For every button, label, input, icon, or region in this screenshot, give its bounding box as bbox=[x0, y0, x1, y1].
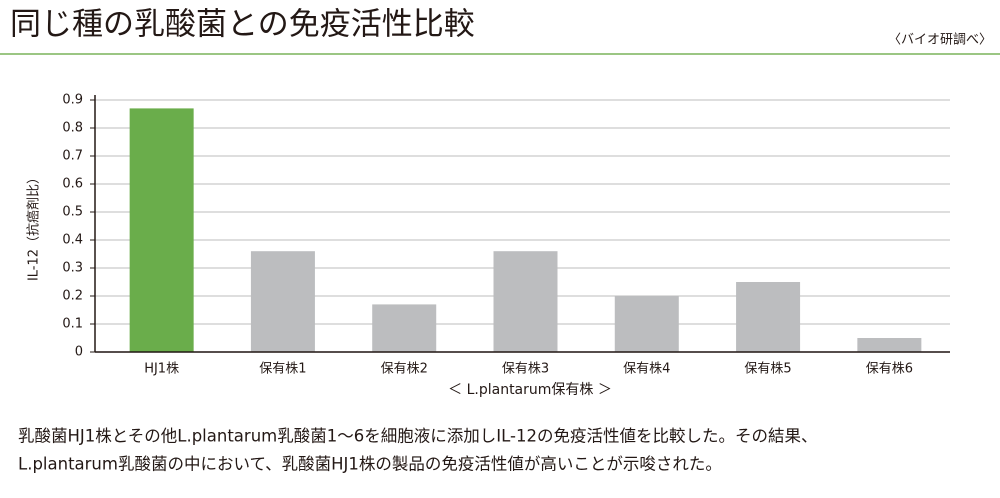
bar bbox=[250, 251, 315, 352]
bar bbox=[857, 338, 922, 352]
y-tick-label: 0.1 bbox=[62, 317, 83, 332]
y-tick-label: 0.6 bbox=[62, 177, 83, 192]
plot-area: 0 0.1 0.2 0.3 0.4 0.5 0.6 0.7 0.8 0.9 HJ1株 保有株1 保有株2… bbox=[62, 93, 950, 377]
caption-line: L.plantarum乳酸菌の中において、乳酸菌HJ1株の製品の免疫活性値が高い… bbox=[18, 455, 722, 474]
chart-title: 同じ種の乳酸菌との免疫活性比較 bbox=[10, 7, 475, 43]
y-tick-label: 0.2 bbox=[62, 289, 83, 304]
y-tick-label: 0.5 bbox=[62, 205, 83, 220]
x-tick-label: 保有株5 bbox=[744, 362, 791, 377]
bar bbox=[736, 282, 801, 352]
bar bbox=[493, 251, 558, 352]
y-tick-label: 0.9 bbox=[62, 93, 83, 108]
bar bbox=[129, 108, 194, 353]
bar bbox=[372, 304, 437, 352]
x-tick-label: 保有株2 bbox=[381, 362, 428, 377]
x-tick-label: 保有株1 bbox=[259, 362, 306, 377]
y-tick-label: 0.8 bbox=[62, 121, 83, 136]
x-tick-label: HJ1株 bbox=[144, 362, 179, 377]
caption-line: 乳酸菌HJ1株とその他L.plantarum乳酸菌1～6を細胞液に添加しIL-1… bbox=[18, 427, 817, 446]
y-tick-label: 0.4 bbox=[62, 233, 83, 248]
x-tick-label: 保有株4 bbox=[623, 362, 670, 377]
y-tick-label: 0.3 bbox=[62, 261, 83, 276]
x-axis-label: ＜ L.plantarum保有株 ＞ bbox=[448, 382, 612, 398]
x-tick-label: 保有株6 bbox=[866, 362, 913, 377]
y-tick-label: 0 bbox=[75, 345, 83, 360]
y-tick-label: 0.7 bbox=[62, 149, 83, 164]
x-tick-label: 保有株3 bbox=[502, 362, 549, 377]
y-axis-label: IL-12（抗癌剤比） bbox=[26, 171, 42, 281]
source-note: 〈バイオ研調べ〉 bbox=[888, 33, 992, 48]
bar bbox=[614, 296, 679, 352]
